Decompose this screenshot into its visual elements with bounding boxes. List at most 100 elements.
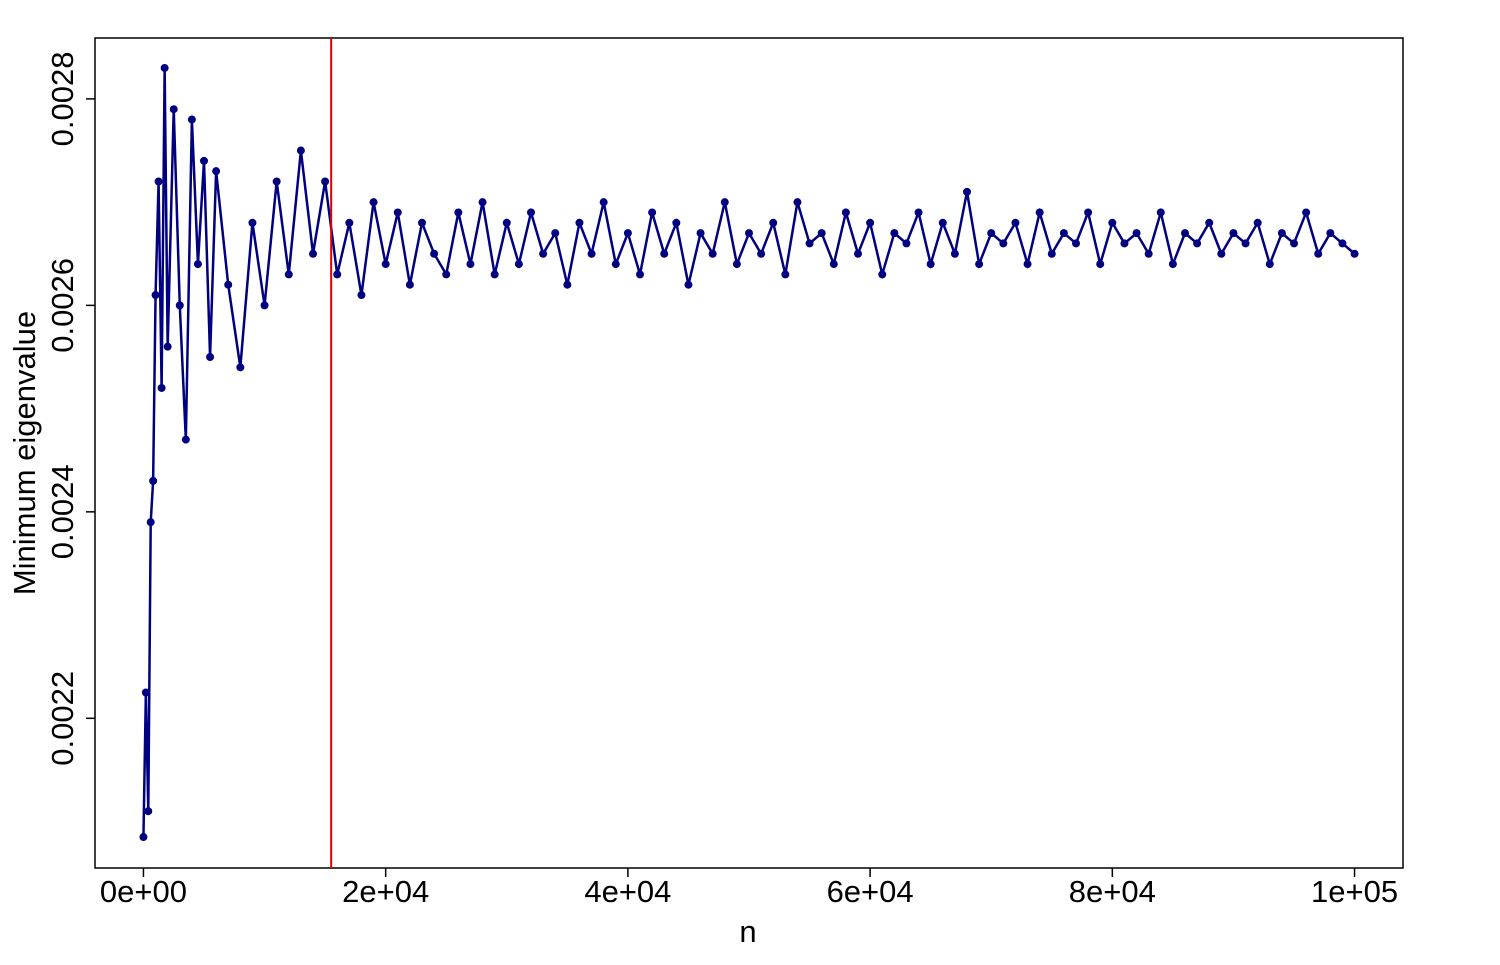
- data-point: [139, 833, 148, 842]
- data-point: [914, 208, 923, 217]
- data-point: [381, 260, 390, 269]
- data-point: [430, 249, 439, 258]
- x-tick-label: 6e+04: [827, 874, 914, 909]
- x-tick-label: 4e+04: [584, 874, 671, 909]
- data-point: [926, 260, 935, 269]
- data-point: [963, 187, 971, 196]
- data-point: [1229, 229, 1238, 238]
- x-tick-label: 0e+00: [100, 874, 187, 909]
- data-point: [854, 249, 862, 258]
- data-point: [817, 229, 826, 238]
- data-point: [321, 177, 330, 186]
- data-point: [357, 291, 366, 300]
- data-line: [142, 67, 1356, 838]
- data-point: [224, 280, 233, 289]
- y-axis-label: Minimum eigenvalue: [7, 311, 42, 595]
- data-point: [890, 229, 899, 238]
- data-point: [769, 218, 778, 227]
- data-point: [866, 218, 875, 227]
- data-point: [236, 363, 245, 372]
- data-point: [405, 280, 414, 289]
- data-point: [1096, 260, 1105, 269]
- data-point: [284, 270, 293, 279]
- data-point: [260, 301, 269, 310]
- data-point: [454, 208, 463, 217]
- data-point: [1132, 229, 1141, 238]
- x-tick-label: 8e+04: [1069, 874, 1156, 909]
- data-point: [466, 260, 475, 269]
- data-point: [551, 229, 560, 238]
- data-point: [393, 208, 402, 217]
- data-point: [1108, 218, 1117, 227]
- data-point: [418, 218, 426, 227]
- data-point: [878, 270, 887, 279]
- data-point: [708, 249, 717, 258]
- data-point: [684, 280, 693, 289]
- data-point: [1120, 239, 1129, 248]
- x-axis-label: n: [739, 914, 756, 949]
- data-point: [781, 270, 790, 279]
- data-point: [212, 167, 221, 176]
- data-point: [181, 435, 190, 444]
- data-point: [672, 218, 681, 227]
- data-point: [575, 218, 584, 227]
- data-point: [187, 115, 196, 124]
- data-point: [793, 198, 802, 207]
- data-point: [1277, 229, 1286, 238]
- data-point: [1326, 229, 1335, 238]
- data-point: [1217, 249, 1226, 258]
- data-point: [938, 218, 947, 227]
- data-point: [1290, 239, 1298, 248]
- data-point: [514, 260, 523, 269]
- data-point: [163, 342, 172, 351]
- data-point: [902, 239, 911, 248]
- data-point: [1253, 218, 1262, 227]
- data-point: [169, 105, 178, 114]
- data-point: [154, 177, 163, 186]
- data-point: [1035, 208, 1044, 217]
- data-point: [296, 146, 305, 155]
- data-point: [490, 270, 499, 279]
- data-point: [141, 688, 150, 697]
- data-point: [1047, 249, 1056, 258]
- data-point: [1168, 260, 1177, 269]
- data-point: [841, 208, 850, 217]
- data-point: [309, 249, 317, 258]
- data-point: [478, 198, 487, 207]
- data-point: [636, 270, 644, 279]
- y-tick-label: 0.0022: [45, 671, 80, 766]
- data-point: [1314, 249, 1323, 258]
- data-point: [175, 301, 184, 310]
- data-point: [151, 291, 160, 300]
- data-point: [144, 807, 153, 816]
- data-point: [732, 260, 741, 269]
- data-point: [272, 177, 281, 186]
- data-point: [599, 198, 608, 207]
- data-point: [206, 352, 215, 361]
- data-point: [160, 63, 169, 72]
- data-point: [805, 239, 814, 248]
- data-point: [345, 218, 354, 227]
- plot-frame: [94, 37, 1404, 869]
- data-point: [563, 280, 572, 289]
- data-point: [200, 156, 208, 165]
- data-point: [611, 260, 620, 269]
- data-point: [146, 518, 155, 527]
- x-tick-label: 2e+04: [342, 874, 429, 909]
- data-point: [1011, 218, 1020, 227]
- data-point: [720, 198, 729, 207]
- data-point: [745, 229, 753, 238]
- data-point: [999, 239, 1008, 248]
- data-point: [660, 249, 669, 258]
- data-point: [157, 383, 166, 392]
- data-point: [950, 249, 959, 258]
- data-point: [1193, 239, 1202, 248]
- data-point: [502, 218, 511, 227]
- data-point: [1181, 229, 1189, 238]
- data-point: [975, 260, 984, 269]
- data-point: [1023, 260, 1032, 269]
- data-point: [1144, 249, 1153, 258]
- data-point: [696, 229, 705, 238]
